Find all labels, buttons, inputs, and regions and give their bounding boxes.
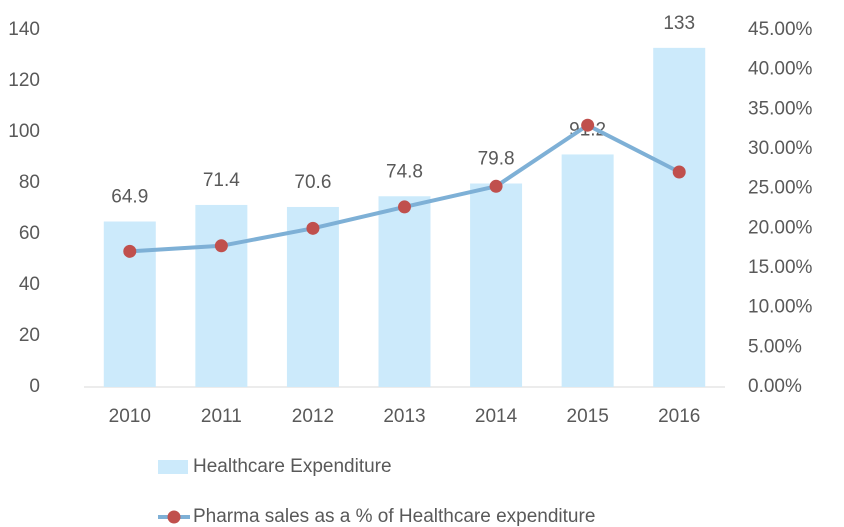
x-tick-label: 2014 <box>475 406 518 427</box>
data-label: 64.9 <box>111 187 148 208</box>
bar <box>653 47 706 387</box>
y-tick-label: 140 <box>8 19 40 40</box>
y-tick-label: 100 <box>8 121 40 142</box>
bar <box>195 204 248 387</box>
y2-tick-label: 0.00% <box>748 376 802 397</box>
line-marker <box>123 244 137 258</box>
y2-tick-label: 30.00% <box>748 138 813 159</box>
legend-label: Pharma sales as a % of Healthcare expend… <box>193 506 595 527</box>
line-marker <box>581 118 595 132</box>
data-label: 74.8 <box>386 161 423 182</box>
y-tick-label: 60 <box>19 223 40 244</box>
y2-tick-label: 40.00% <box>748 59 813 80</box>
y-tick-label: 80 <box>19 172 40 193</box>
line-marker <box>306 221 320 235</box>
y2-tick-label: 5.00% <box>748 336 802 357</box>
y-tick-label: 40 <box>19 274 40 295</box>
line-marker <box>489 179 503 193</box>
y2-tick-label: 35.00% <box>748 98 813 119</box>
y2-tick-label: 15.00% <box>748 257 813 278</box>
x-tick-label: 2010 <box>109 406 151 427</box>
bar <box>561 154 614 387</box>
y2-tick-label: 20.00% <box>748 217 813 238</box>
data-label: 70.6 <box>294 172 331 193</box>
line-marker <box>398 200 411 214</box>
y-tick-label: 120 <box>8 70 40 91</box>
x-tick-label: 2013 <box>383 406 425 427</box>
data-label: 133 <box>663 13 695 34</box>
legend-swatch <box>158 460 188 474</box>
y-tick-label: 0 <box>29 376 40 397</box>
y2-tick-label: 25.00% <box>748 178 813 199</box>
y2-tick-label: 10.00% <box>748 297 813 318</box>
line-marker <box>214 239 228 253</box>
y2-tick-label: 45.00% <box>748 19 813 40</box>
x-tick-label: 2016 <box>658 406 700 427</box>
x-tick-label: 2015 <box>567 406 609 427</box>
data-label: 79.8 <box>478 149 515 170</box>
bar <box>470 183 523 387</box>
legend-label: Healthcare Expenditure <box>193 456 392 477</box>
x-tick-label: 2011 <box>201 406 242 427</box>
x-tick-label: 2012 <box>292 406 334 427</box>
bar <box>286 206 339 387</box>
bar <box>378 196 431 387</box>
legend-marker <box>167 510 181 524</box>
y-tick-label: 20 <box>19 325 40 346</box>
data-label: 71.4 <box>203 170 240 191</box>
line-marker <box>672 165 686 179</box>
